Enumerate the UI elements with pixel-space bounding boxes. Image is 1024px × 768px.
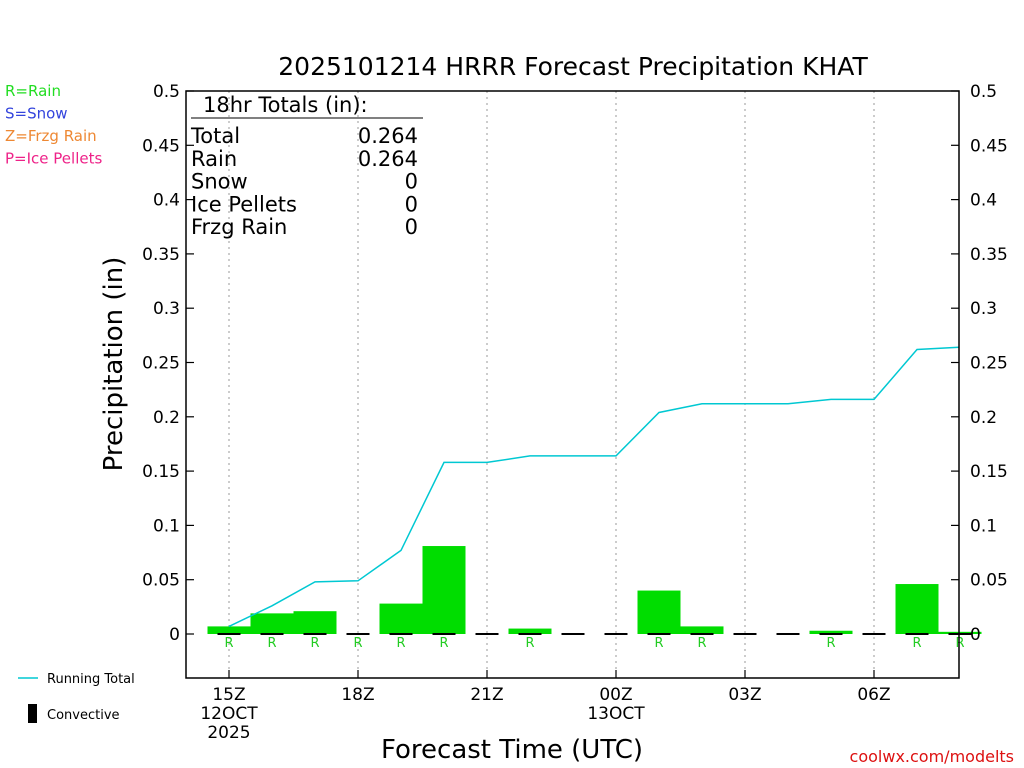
precip-type-marker: R bbox=[353, 636, 362, 651]
y-tick-label: 0.4 bbox=[970, 191, 997, 211]
x-tick-label: 21Z bbox=[470, 685, 503, 705]
y-tick-label: 0.5 bbox=[970, 82, 997, 102]
precip-type-marker: R bbox=[826, 636, 835, 651]
y-tick-label: 0.1 bbox=[153, 516, 180, 536]
precip-type-marker: R bbox=[912, 636, 921, 651]
rain-bar bbox=[895, 584, 939, 634]
rain-bar bbox=[809, 630, 853, 634]
y-tick-label: 0.25 bbox=[142, 354, 180, 374]
totals-box: 18hr Totals (in): Total 0.264 Rain 0.264 Sno… bbox=[190, 93, 423, 239]
type-legend-item: R=Rain bbox=[5, 82, 61, 100]
x-tick-label: 03Z bbox=[728, 685, 761, 705]
x-axis-label: Forecast Time (UTC) bbox=[381, 735, 643, 765]
totals-header: 18hr Totals (in): bbox=[203, 93, 368, 117]
precip-type-marker: R bbox=[396, 636, 405, 651]
running-total-line bbox=[228, 346, 960, 628]
y-tick-label: 0 bbox=[169, 625, 180, 645]
y-tick-label: 0.35 bbox=[142, 245, 180, 265]
precip-type-marker: R bbox=[525, 636, 534, 651]
x-tick-label: 00Z bbox=[599, 685, 632, 705]
vertical-grid bbox=[228, 91, 875, 678]
precip-type-marker: R bbox=[697, 636, 706, 651]
y-axis-right: 0 0.05 0.1 0.15 0.2 0.25 0.3 0.35 0.4 0.45 0.5 bbox=[951, 82, 1008, 645]
y-tick-label: 0.15 bbox=[970, 462, 1008, 482]
convective-legend-swatch bbox=[28, 704, 37, 723]
y-tick-label: 0.2 bbox=[153, 408, 180, 428]
rain-bar bbox=[637, 590, 681, 634]
y-tick-label: 0.5 bbox=[153, 82, 180, 102]
precip-type-legend: R=Rain S=Snow Z=Frzg Rain P=Ice Pellets bbox=[5, 82, 102, 168]
totals-rows: Total 0.264 Rain 0.264 Snow 0 Ice Pellets 0 Frzg… bbox=[190, 124, 418, 239]
y-tick-label: 0.45 bbox=[970, 136, 1008, 156]
rain-bar bbox=[422, 546, 466, 634]
convective-legend-label: Convective bbox=[47, 708, 120, 723]
y-tick-label: 0 bbox=[970, 625, 981, 645]
totals-row-label: Rain bbox=[191, 147, 237, 171]
totals-row-label: Total bbox=[190, 124, 240, 148]
y-tick-label: 0.1 bbox=[970, 516, 997, 536]
rain-bar bbox=[508, 628, 552, 634]
y-tick-label: 0.2 bbox=[970, 408, 997, 428]
y-tick-label: 0.15 bbox=[142, 462, 180, 482]
x-tick-label: 06Z bbox=[857, 685, 890, 705]
y-tick-label: 0.05 bbox=[142, 571, 180, 591]
precip-type-marker: R bbox=[654, 636, 663, 651]
x-tick-label: 18Z bbox=[341, 685, 374, 705]
totals-row-value: 0 bbox=[405, 170, 418, 194]
bottom-legend: Running Total Convective bbox=[18, 672, 135, 723]
totals-row-label: Ice Pellets bbox=[191, 192, 297, 216]
precip-type-marker: R bbox=[439, 636, 448, 651]
totals-row-label: Frzg Rain bbox=[191, 215, 287, 239]
y-tick-label: 0.25 bbox=[970, 354, 1008, 374]
rain-bar bbox=[207, 626, 251, 634]
y-tick-label: 0.4 bbox=[153, 191, 180, 211]
totals-row-label: Snow bbox=[191, 170, 248, 194]
x-tick-label: 13OCT bbox=[587, 704, 645, 724]
y-tick-label: 0.45 bbox=[142, 136, 180, 156]
y-axis-left: 0 0.05 0.1 0.15 0.2 0.25 0.3 0.35 0.4 0.45 0.5 bbox=[142, 82, 194, 645]
totals-row-value: 0 bbox=[405, 192, 418, 216]
x-tick-label: 2025 bbox=[207, 723, 250, 743]
y-tick-label: 0.05 bbox=[970, 571, 1008, 591]
credit-text: coolwx.com/modelts bbox=[850, 747, 1014, 766]
precip-type-marker: R bbox=[310, 636, 319, 651]
totals-row-value: 0.264 bbox=[358, 124, 418, 148]
type-legend-item: P=Ice Pellets bbox=[5, 150, 102, 168]
y-tick-label: 0.3 bbox=[153, 299, 180, 319]
y-axis-label: Precipitation (in) bbox=[99, 257, 129, 472]
precip-bars bbox=[207, 546, 982, 635]
type-legend-item: Z=Frzg Rain bbox=[5, 127, 97, 145]
precip-type-marker: R bbox=[955, 636, 964, 651]
y-tick-label: 0.35 bbox=[970, 245, 1008, 265]
rain-bar bbox=[379, 603, 423, 634]
rain-bar bbox=[293, 611, 337, 634]
precip-type-marker: R bbox=[267, 636, 276, 651]
precip-type-marker: R bbox=[224, 636, 233, 651]
plot-frame bbox=[185, 90, 960, 679]
totals-row-value: 0 bbox=[405, 215, 418, 239]
rain-bar bbox=[938, 631, 982, 634]
x-tick-label: 15Z bbox=[212, 685, 245, 705]
x-tick-label: 12OCT bbox=[200, 704, 258, 724]
rain-bar bbox=[680, 626, 724, 634]
type-legend-item: S=Snow bbox=[5, 105, 68, 123]
running-total-legend-label: Running Total bbox=[47, 672, 135, 687]
totals-row-value: 0.264 bbox=[358, 147, 418, 171]
chart-title: 2025101214 HRRR Forecast Precipitation K… bbox=[278, 52, 868, 81]
y-tick-label: 0.3 bbox=[970, 299, 997, 319]
rain-bar bbox=[250, 613, 294, 634]
